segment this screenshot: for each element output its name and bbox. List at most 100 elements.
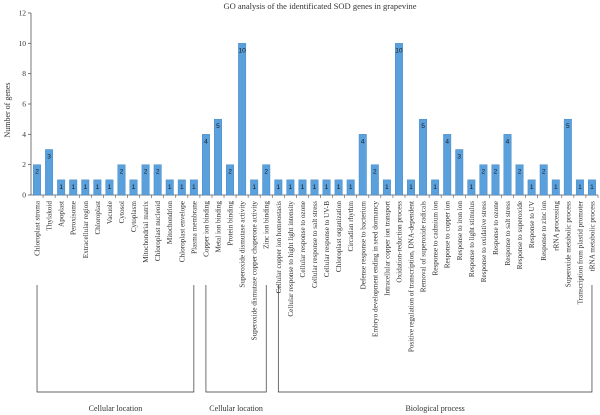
y-tick-label: 0 (22, 191, 26, 200)
bar-value-label: 1 (469, 184, 473, 191)
bar-value-label: 1 (554, 184, 558, 191)
bar (141, 164, 150, 196)
bar-value-label: 5 (566, 123, 570, 130)
bar-value-label: 1 (180, 184, 184, 191)
group-bracket (205, 285, 267, 393)
bar (45, 149, 54, 196)
category-label: Response to UV (528, 200, 536, 248)
bar (286, 179, 295, 196)
category-label: Copper ion binding (202, 201, 210, 257)
category-label: Chloroplast nucleoid (154, 201, 162, 261)
bar-value-label: 2 (542, 169, 546, 176)
category-label: Defense response to bacterium (359, 201, 367, 290)
bar-value-label: 1 (530, 184, 534, 191)
bar-value-label: 1 (59, 184, 63, 191)
bar-value-label: 1 (132, 184, 136, 191)
category-label: Superoxide dismutase activity (239, 201, 247, 288)
bar (93, 179, 102, 196)
category-label: Positive regulation of transcription, DN… (408, 201, 416, 352)
bar-value-label: 1 (578, 184, 582, 191)
bar (298, 179, 307, 196)
category-label: Superoxide metabolic process (564, 201, 572, 287)
y-tick-label: 2 (22, 160, 26, 169)
bar-value-label: 1 (83, 184, 87, 191)
category-label: tRNA metabolic process (588, 201, 596, 271)
group-bracket (277, 285, 593, 393)
bar (69, 179, 78, 196)
bar-value-label: 2 (494, 169, 498, 176)
category-label: Apoplast (58, 201, 66, 227)
bar-value-label: 4 (204, 138, 208, 145)
bar-value-label: 2 (35, 169, 39, 176)
bar-value-label: 1 (108, 184, 112, 191)
category-label: Embryo development ending in seed dorman… (371, 201, 379, 337)
category-label: Metal ion binding (214, 201, 222, 253)
category-label: Intracellular copper ion transport (383, 201, 391, 296)
category-label: Cellular response to ozone (299, 201, 307, 277)
category-label: Response to cadmium ion (432, 201, 440, 276)
y-axis-ticks: 0 2 4 6 8 10 12 (19, 9, 31, 200)
bar-value-label: 1 (96, 184, 100, 191)
chart-title: GO analysis of the identificated SOD gen… (223, 1, 416, 11)
bar-value-label: 3 (47, 154, 51, 161)
category-label: Peroxisome (70, 201, 78, 235)
bar (455, 149, 464, 196)
bar-value-label: 2 (228, 169, 232, 176)
category-label: Zinc ion binding (263, 201, 271, 249)
category-label: Thylakoid (46, 201, 54, 231)
group-label: Biological process (405, 404, 464, 413)
bar (431, 179, 440, 196)
bar-value-label: 1 (168, 184, 172, 191)
category-label: Cellular response to UV-B (323, 201, 331, 277)
bar (165, 179, 174, 196)
group-label: Cellular location (89, 404, 143, 413)
category-label: Response to salt stress (504, 201, 512, 266)
bar (81, 179, 90, 196)
category-label: Cellular response to salt stress (311, 201, 319, 288)
category-label: Chloroplast organization (335, 201, 343, 273)
bar-value-label: 1 (349, 184, 353, 191)
bar-value-label: 2 (373, 169, 377, 176)
bar (515, 164, 524, 196)
bar (491, 164, 500, 196)
y-tick-label: 8 (22, 69, 26, 78)
bar (250, 179, 259, 196)
bar (226, 164, 234, 196)
bar (419, 118, 428, 196)
bar (575, 179, 584, 196)
bar-value-label: 3 (457, 154, 461, 161)
bar-value-label: 4 (445, 138, 449, 145)
category-label: Chloroplast (94, 201, 102, 235)
category-label: Response to light stimulus (468, 201, 476, 277)
axes (30, 13, 598, 196)
bar-value-label: 2 (482, 169, 486, 176)
category-label: Cytosol (118, 201, 126, 223)
bar-value-label: 2 (144, 169, 148, 176)
category-label: Transcription from plastid promoter (576, 200, 584, 304)
bar-value-label: 1 (301, 184, 305, 191)
bar (563, 118, 572, 196)
bar-value-label: 5 (421, 123, 425, 130)
bar (310, 179, 319, 196)
bar-value-label: 1 (409, 184, 413, 191)
group-label: Cellular location (209, 404, 263, 413)
bar (322, 179, 331, 196)
bars: 2 3 1 1 1 1 1 2 1 2 2 1 1 1 4 5 2 10 1 2 1 1 1 1 1 1 1 4 2 1 10 1 5 1 4 3 1 2… (33, 43, 599, 198)
bar-value-label: 1 (433, 184, 437, 191)
y-tick-label: 12 (19, 9, 27, 18)
bar (479, 164, 488, 196)
category-label: Response to ozone (492, 201, 500, 255)
y-tick-label: 10 (19, 39, 27, 48)
category-label: Superoxide dismutase copper chaperone ac… (251, 201, 259, 341)
category-label: Chloroplast envelope (178, 201, 186, 262)
category-label: Extracellular region (82, 201, 90, 259)
bar-value-label: 4 (361, 138, 365, 145)
bar (539, 164, 548, 196)
bar (262, 164, 271, 196)
bar-value-label: 1 (385, 184, 389, 191)
bar (407, 179, 415, 196)
category-label: Mitochondrial matrix (142, 201, 150, 263)
y-tick-label: 6 (22, 100, 26, 109)
bar-value-label: 1 (276, 184, 280, 191)
